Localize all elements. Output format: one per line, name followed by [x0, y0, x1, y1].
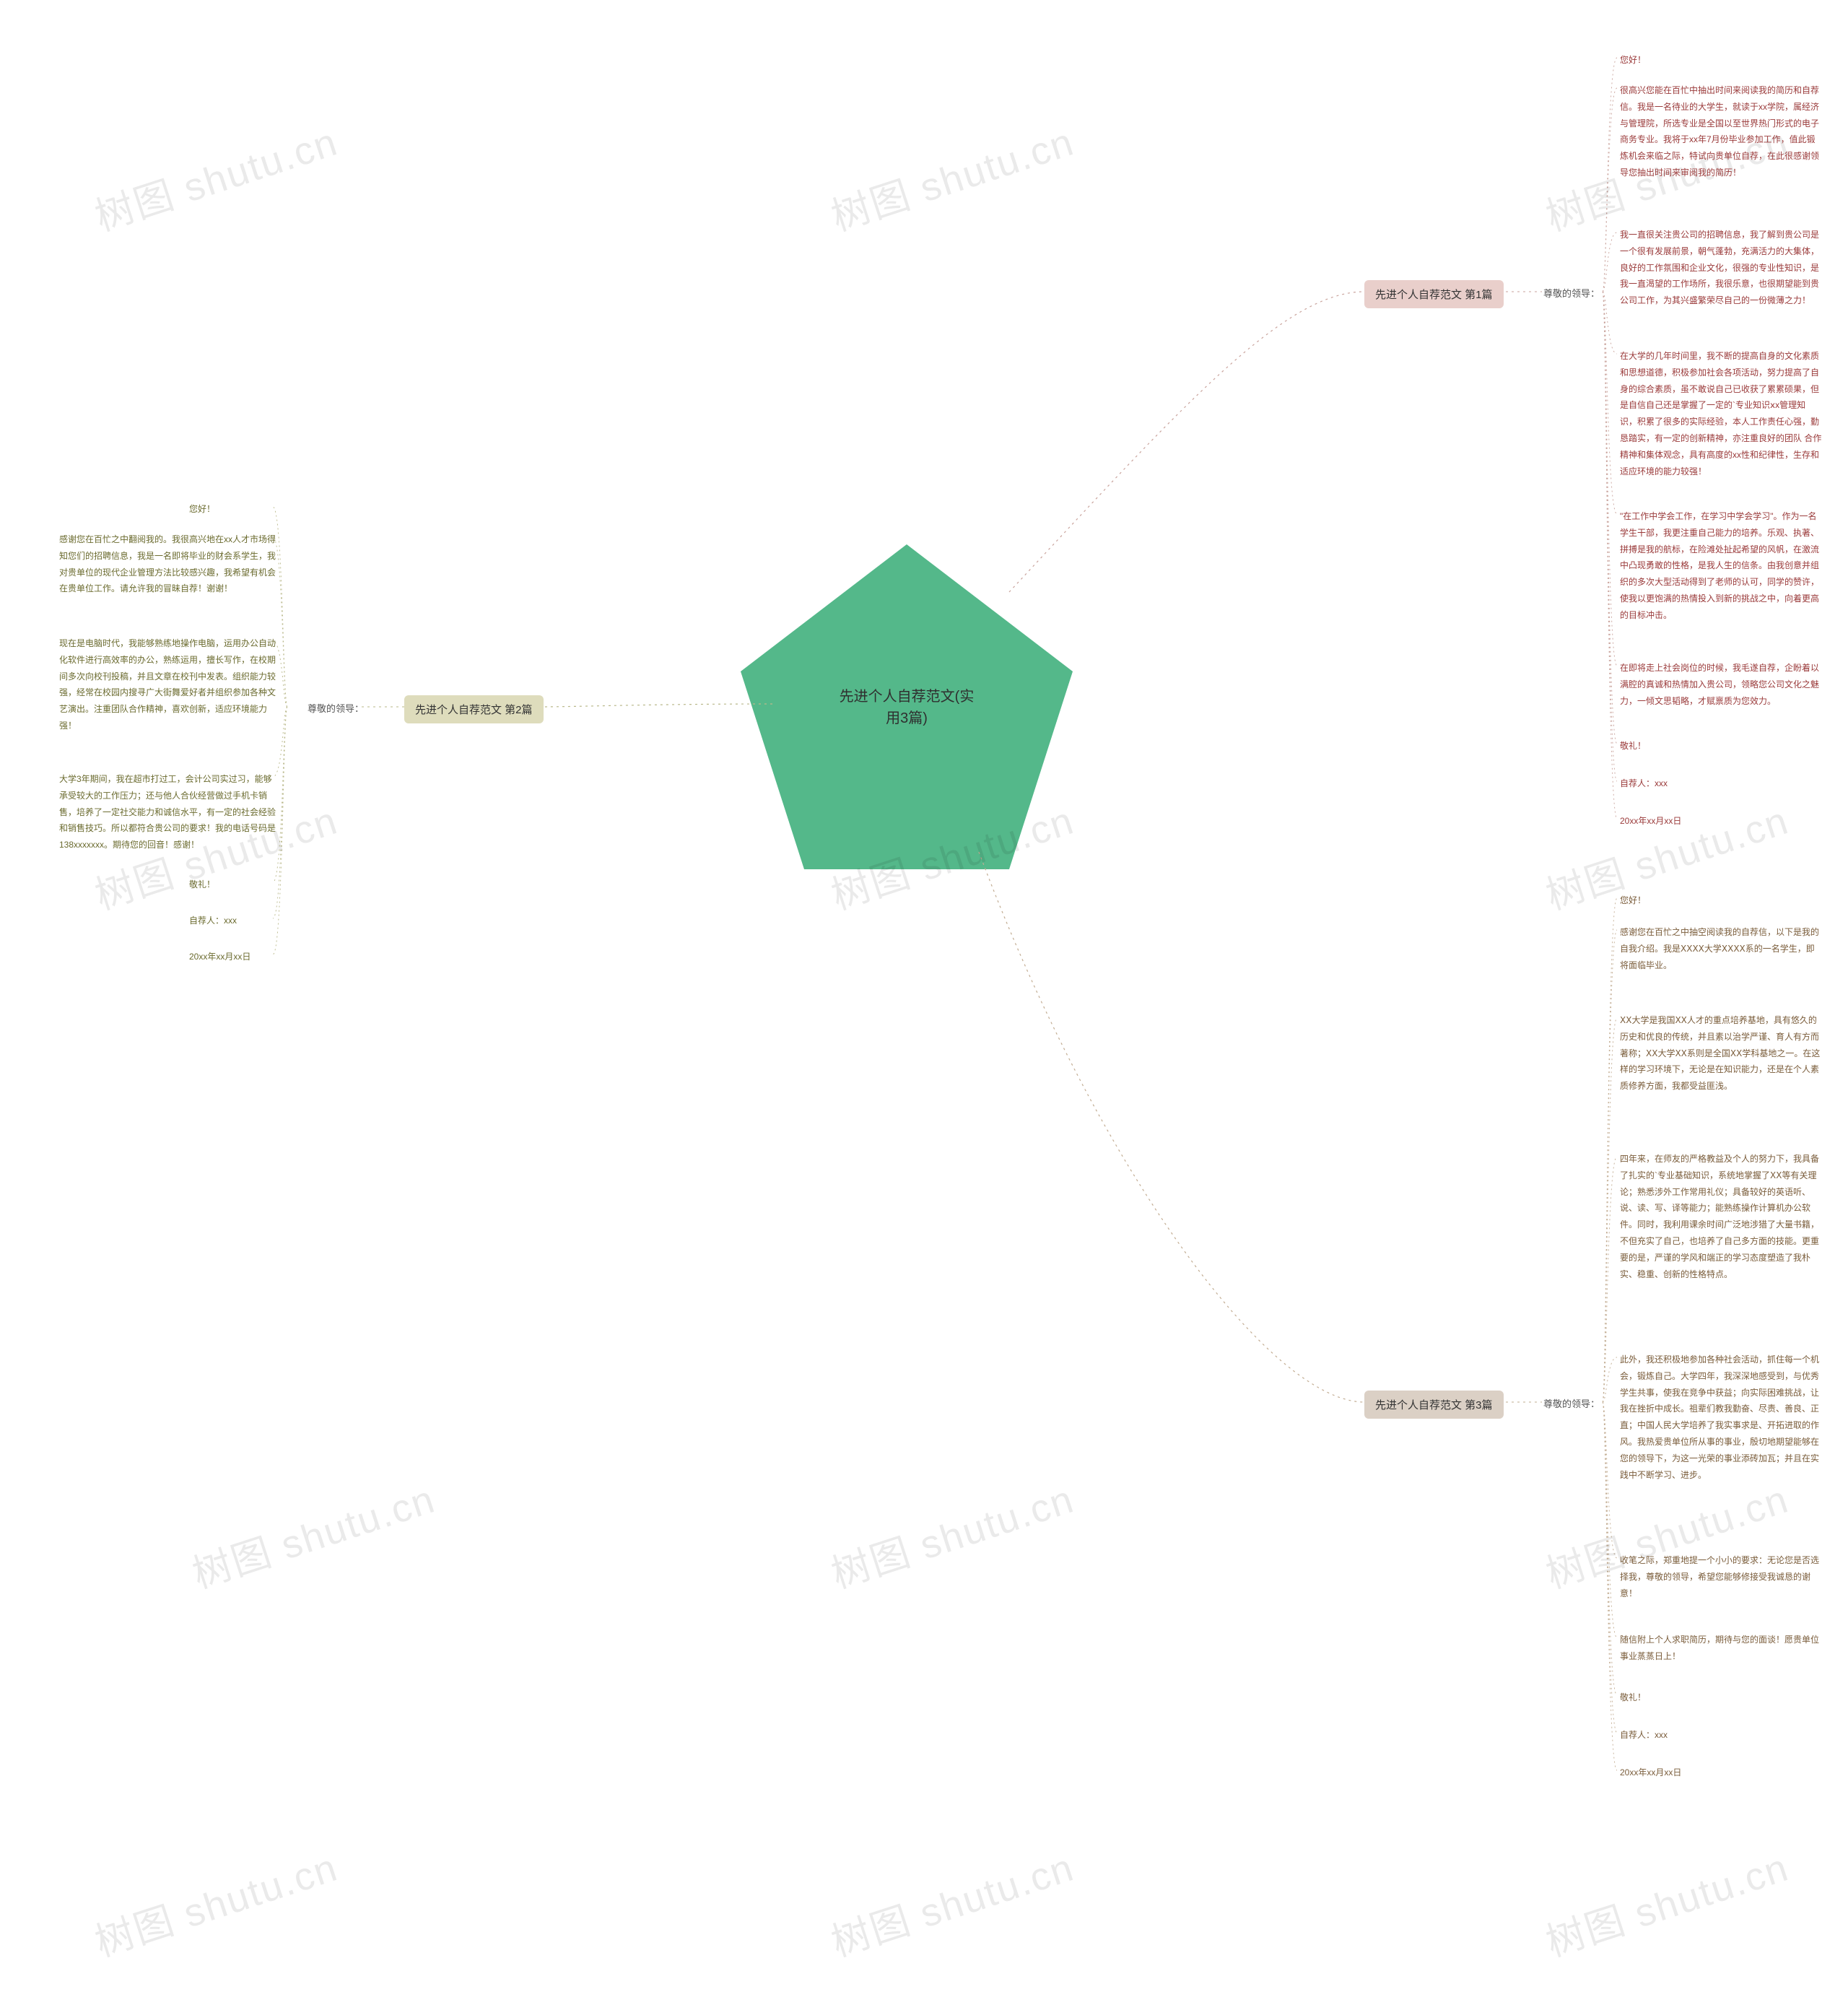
- leaf-paragraph: 我一直很关注贵公司的招聘信息，我了解到贵公司是一个很有发展前景，朝气蓬勃，充满活…: [1617, 225, 1825, 310]
- leaf-connector: [1603, 58, 1617, 292]
- leaf-paragraph: 现在是电脑时代，我能够熟练地操作电脑，运用办公自动化软件进行高效率的办公，熟练运…: [56, 634, 279, 736]
- leaf-paragraph: 四年来，在师友的严格教益及个人的努力下，我具备了扎实的`专业基础知识，系统地掌握…: [1617, 1149, 1825, 1284]
- leaf-paragraph: 随信附上个人求职简历，期待与您的面谈！愿贵单位事业蒸蒸日上！: [1617, 1630, 1825, 1666]
- watermark: 树图 shutu.cn: [823, 1835, 1080, 1967]
- branch-connector: [979, 852, 1364, 1402]
- leaf-paragraph: 自荐人：xxx: [1617, 774, 1670, 793]
- watermark: 树图 shutu.cn: [1538, 788, 1795, 921]
- leaf-connector: [1603, 1402, 1617, 1770]
- leaf-connector: [1603, 292, 1617, 666]
- salutation: 尊敬的领导：: [1543, 1396, 1600, 1410]
- watermark: 树图 shutu.cn: [87, 1835, 344, 1967]
- leaf-paragraph: 大学3年期间，我在超市打过工，会计公司实过习，能够承受较大的工作压力；还与他人合…: [56, 770, 279, 855]
- leaf-connector: [1603, 898, 1617, 1402]
- branch-title-chip[interactable]: 先进个人自荐范文 第3篇: [1364, 1391, 1504, 1419]
- leaf-paragraph: 您好！: [186, 500, 218, 519]
- leaf-paragraph: 自荐人：xxx: [1617, 1726, 1670, 1745]
- salutation: 尊敬的领导：: [1543, 286, 1600, 300]
- leaf-paragraph: "在工作中学会工作，在学习中学会学习"。作为一名学生干部，我更注重自己能力的培养…: [1617, 507, 1825, 625]
- branch-connector: [1009, 292, 1364, 592]
- leaf-connector: [1603, 292, 1617, 354]
- watermark: 树图 shutu.cn: [823, 788, 1080, 921]
- watermark: 树图 shutu.cn: [184, 1467, 441, 1599]
- leaf-connector: [1603, 1402, 1617, 1733]
- leaf-connector: [1603, 1357, 1617, 1402]
- leaf-connector: [1603, 1402, 1617, 1558]
- leaf-connector: [1603, 1402, 1617, 1637]
- leaf-connector: [1603, 88, 1617, 292]
- leaf-paragraph: 敬礼！: [1617, 736, 1649, 756]
- leaf-paragraph: 很高兴您能在百忙中抽出时间来阅读我的简历和自荐信。我是一名待业的大学生，就读于x…: [1617, 81, 1825, 183]
- branch-title-chip[interactable]: 先进个人自荐范文 第2篇: [404, 695, 544, 723]
- leaf-paragraph: 敬礼！: [186, 875, 218, 895]
- leaf-connector: [1603, 292, 1617, 514]
- leaf-paragraph: 自荐人：xxx: [186, 911, 240, 931]
- leaf-paragraph: 敬礼！: [1617, 1688, 1649, 1707]
- leaf-connector: [1603, 232, 1617, 292]
- watermark: 树图 shutu.cn: [87, 110, 344, 242]
- leaf-connector: [1603, 292, 1617, 744]
- leaf-connector: [1603, 1018, 1617, 1402]
- leaf-connector: [1603, 1402, 1617, 1695]
- leaf-paragraph: 感谢您在百忙之中翻阅我的。我很高兴地在xx人才市场得知您们的招聘信息，我是一名即…: [56, 530, 279, 599]
- leaf-connector: [1603, 292, 1617, 781]
- leaf-paragraph: 20xx年xx月xx日: [1617, 812, 1684, 831]
- leaf-paragraph: ⅩⅩ大学是我国ⅩⅩ人才的重点培养基地，具有悠久的历史和优良的传统，并且素以治学严…: [1617, 1011, 1825, 1096]
- center-title: 先进个人自荐范文(实用3篇): [834, 686, 979, 729]
- leaf-paragraph: 在大学的几年时间里，我不断的提高自身的文化素质和思想道德，积极参加社会各项活动，…: [1617, 347, 1825, 481]
- leaf-connector: [1603, 1157, 1617, 1402]
- branch-title-chip[interactable]: 先进个人自荐范文 第1篇: [1364, 280, 1504, 308]
- branch-connector: [540, 704, 772, 707]
- leaf-paragraph: 您好！: [1617, 891, 1649, 910]
- watermark: 树图 shutu.cn: [823, 1467, 1080, 1599]
- leaf-connector: [1603, 292, 1617, 819]
- leaf-connector: [1603, 930, 1617, 1402]
- leaf-paragraph: 感谢您在百忙之中抽空阅读我的自荐信，以下是我的自我介绍。我是ⅩⅩⅩⅩ大学ⅩⅩⅩⅩ…: [1617, 923, 1825, 975]
- leaf-paragraph: 收笔之际，郑重地提一个小小的要求：无论您是否选择我，尊敬的领导，希望您能够修接受…: [1617, 1551, 1825, 1603]
- mindmap-canvas: 树图 shutu.cn 树图 shutu.cn 树图 shutu.cn 树图 shut…: [0, 0, 1848, 1997]
- leaf-paragraph: 20xx年xx月xx日: [186, 947, 253, 967]
- watermark: 树图 shutu.cn: [1538, 1835, 1795, 1967]
- leaf-paragraph: 此外，我还积极地参加各种社会活动，抓住每一个机会，锻炼自己。大学四年，我深深地感…: [1617, 1350, 1825, 1484]
- leaf-paragraph: 20xx年xx月xx日: [1617, 1763, 1684, 1783]
- leaf-paragraph: 您好！: [1617, 51, 1649, 70]
- salutation: 尊敬的领导：: [308, 701, 364, 715]
- leaf-paragraph: 在即将走上社会岗位的时候，我毛遂自荐，企盼着以满腔的真诚和热情加入贵公司，领略您…: [1617, 658, 1825, 710]
- watermark: 树图 shutu.cn: [823, 110, 1080, 242]
